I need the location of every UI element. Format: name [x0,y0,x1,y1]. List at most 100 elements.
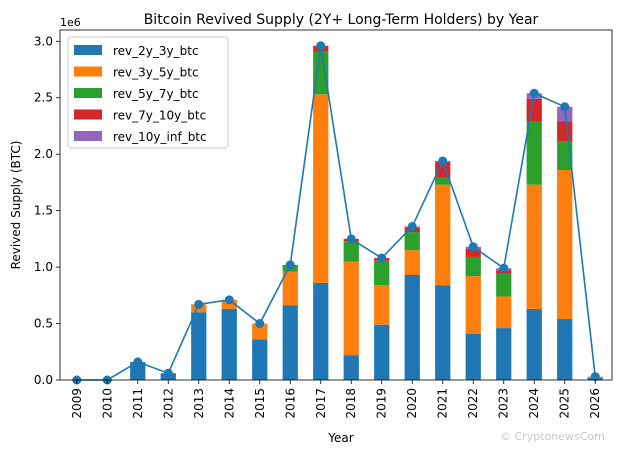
total-marker-2016 [285,260,295,270]
bar-rev_3y_5y_btc-2017 [313,94,329,283]
bar-rev_5y_7y_btc-2023 [496,273,512,297]
x-tick-label-2010: 2010 [100,388,114,419]
total-marker-2025 [560,102,570,112]
legend-swatch-rev_2y_3y_btc [74,45,102,55]
total-marker-2022 [468,242,478,252]
total-marker-2018 [346,234,356,244]
total-marker-2019 [377,253,387,263]
bar-rev_2y_3y_btc-2011 [130,361,146,380]
legend-swatch-rev_3y_5y_btc [74,66,102,77]
bar-rev_2y_3y_btc-2023 [496,328,512,380]
bar-rev_2y_3y_btc-2019 [374,324,390,380]
total-marker-2023 [499,263,509,273]
bar-rev_3y_5y_btc-2024 [526,184,542,309]
legend-label-rev_2y_3y_btc: rev_2y_3y_btc [113,44,199,58]
total-marker-2021 [438,156,448,166]
y-tick-label-0: 0.0 [34,373,53,387]
bar-rev_3y_5y_btc-2014 [221,299,237,309]
bar-rev_5y_7y_btc-2025 [557,141,573,170]
plot-frame [59,29,613,381]
bar-rev_5y_7y_btc-2020 [404,232,420,251]
x-tick-label-2009: 2009 [70,388,84,419]
bar-rev_7y_10y_btc-2025 [557,121,573,142]
bar-rev_2y_3y_btc-2013 [191,312,207,380]
y-tick-label-1: 0.5 [34,317,53,331]
x-tick-label-2018: 2018 [344,388,358,419]
total-line [76,45,597,381]
bar-rev_2y_3y_btc-2025 [557,319,573,380]
legend-swatch-rev_7y_10y_btc [74,109,102,120]
total-marker-2015 [255,319,265,329]
x-tick-label-2012: 2012 [161,388,175,419]
bar-rev_2y_3y_btc-2020 [404,275,420,380]
bar-rev_7y_10y_btc-2024 [526,98,542,122]
x-tick-label-2015: 2015 [253,388,267,419]
x-tick-label-2019: 2019 [375,388,389,419]
bar-rev_3y_5y_btc-2015 [252,323,268,340]
total-marker-2011 [133,357,143,367]
y-tick-label-2: 1.0 [34,260,53,274]
y-tick-label-5: 2.5 [34,91,53,105]
bar-rev_2y_3y_btc-2022 [465,333,481,380]
total-marker-2024 [529,88,539,98]
bar-rev_3y_5y_btc-2022 [465,276,481,334]
bar-rev_3y_5y_btc-2025 [557,170,573,320]
bar-rev_2y_3y_btc-2024 [526,308,542,380]
x-tick-label-2026: 2026 [588,388,602,419]
bar-rev_2y_3y_btc-2017 [313,282,329,380]
x-tick-label-2025: 2025 [558,388,572,419]
bar-rev_2y_3y_btc-2016 [282,305,298,380]
bar-rev_3y_5y_btc-2019 [374,285,390,325]
y-offset-label: 1e6 [60,16,81,29]
total-marker-2012 [163,368,173,378]
legend: rev_2y_3y_btc rev_3y_5y_btc rev_5y_7y_btcr… [67,36,229,149]
bar-rev_5y_7y_btc-2017 [313,51,329,95]
legend-label-rev_10y_inf_btc: rev_10y_inf_btc [113,130,207,144]
bar-rev_5y_7y_btc-2022 [465,256,481,277]
legend-label-rev_7y_10y_btc: rev_7y_10y_btc [113,109,206,123]
bar-rev_5y_7y_btc-2018 [343,241,359,262]
bar-rev_3y_5y_btc-2023 [496,296,512,329]
legend-swatch-rev_10y_inf_btc [74,131,102,141]
total-marker-2013 [194,299,204,309]
bar-rev_2y_3y_btc-2014 [221,308,237,380]
bar-rev_2y_3y_btc-2021 [435,285,451,380]
chart-title: Bitcoin Revived Supply (2Y+ Long-Term Ho… [144,12,539,28]
x-tick-label-2011: 2011 [131,388,145,419]
bar-rev_3y_5y_btc-2016 [282,271,298,306]
bar-rev_5y_7y_btc-2024 [526,121,542,185]
bar-rev_2y_3y_btc-2015 [252,339,268,380]
total-marker-2026 [590,372,600,382]
legend-label-rev_3y_5y_btc: rev_3y_5y_btc [113,66,199,80]
x-tick-label-2021: 2021 [436,388,450,419]
x-tick-label-2017: 2017 [314,388,328,419]
x-tick-label-2023: 2023 [497,388,511,419]
x-tick-label-2022: 2022 [466,388,480,419]
bar-rev_7y_10y_btc-2022 [465,249,481,257]
bar-rev_3y_5y_btc-2020 [404,250,420,275]
legend-label-rev_5y_7y_btc: rev_5y_7y_btc [113,87,199,101]
total-marker-2017 [316,41,326,51]
y-axis-label: Revived Supply (BTC) [9,141,23,270]
x-tick-label-2013: 2013 [192,388,206,419]
y-tick-label-3: 1.5 [34,204,53,218]
y-tick-label-4: 2.0 [34,147,53,161]
bar-rev_2y_3y_btc-2018 [343,355,359,380]
x-tick-label-2014: 2014 [222,388,236,419]
total-marker-2020 [407,221,417,231]
x-axis-label: Year [327,431,353,445]
bar-rev_5y_7y_btc-2019 [374,260,390,286]
x-tick-label-2024: 2024 [527,388,541,419]
y-tick-label-6: 3.0 [34,34,53,48]
bar-rev_10y_inf_btc-2025 [557,106,573,122]
bar-rev_3y_5y_btc-2018 [343,261,359,356]
watermark: © CryptonewsCom [500,430,605,443]
total-marker-2014 [224,295,234,305]
bar-rev_5y_7y_btc-2021 [435,177,451,185]
legend-swatch-rev_5y_7y_btc [74,88,102,98]
x-tick-label-2016: 2016 [283,388,297,419]
legend-box [67,36,229,149]
bar-rev_3y_5y_btc-2021 [435,184,451,286]
x-tick-label-2020: 2020 [405,388,419,419]
